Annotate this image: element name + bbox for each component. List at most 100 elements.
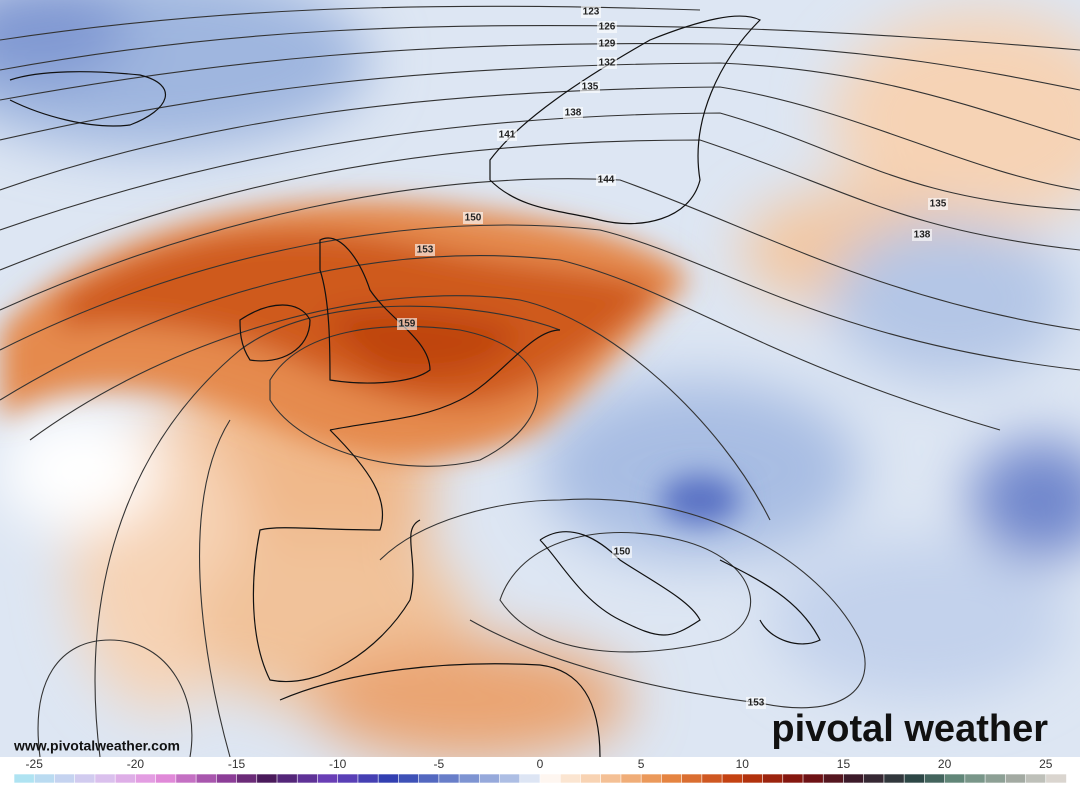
- colorbar-swatch: [721, 773, 744, 784]
- colorbar-swatch: [357, 773, 379, 784]
- colorbar-tick-label: 25: [1039, 757, 1053, 771]
- contour-label: 144: [598, 175, 615, 186]
- colorbar-tick-label: -20: [127, 757, 145, 771]
- colorbar-swatch: [944, 773, 966, 784]
- colorbar-swatch: [317, 773, 339, 784]
- colorbar-swatch: [155, 773, 177, 784]
- colorbar-swatch: [964, 773, 986, 784]
- colorbar-tick-label: 10: [736, 757, 750, 771]
- contour-label: 138: [565, 108, 582, 119]
- colorbar-swatch: [762, 773, 784, 784]
- contour-lines: [0, 5, 1080, 758]
- colorbar-swatch: [236, 773, 258, 784]
- colorbar-swatch: [742, 773, 764, 784]
- colorbar-swatch: [661, 773, 683, 784]
- contour-label-bg: [581, 6, 601, 18]
- colorbar-swatch: [458, 773, 481, 784]
- colorbar-swatch: [479, 773, 501, 784]
- colorbar-swatch: [559, 773, 582, 784]
- colorbar-swatch: [114, 773, 137, 784]
- colorbar-swatch: [195, 773, 218, 784]
- colorbar-swatch: [276, 773, 299, 784]
- logo: pivotal weather: [771, 708, 1048, 750]
- colorbar-swatch: [600, 773, 622, 784]
- colorbar-swatch: [74, 773, 96, 784]
- colorbar-swatch: [135, 773, 157, 784]
- colorbar-swatch: [296, 773, 319, 784]
- colorbar-tick-label: 15: [837, 757, 851, 771]
- colorbar-swatch: [883, 773, 905, 784]
- contour-label: 150: [614, 547, 631, 558]
- contour-label-bg: [563, 107, 583, 119]
- colorbar: -25 -20 -15 -10 -5 0 5 10 15 20 25: [13, 757, 1067, 784]
- contour-label: 129: [599, 39, 616, 50]
- colorbar-swatch: [337, 773, 359, 784]
- contour-label-bg: [596, 174, 616, 186]
- colorbar-swatch: [175, 773, 197, 784]
- colorbar-swatch: [984, 773, 1007, 784]
- colorbar-swatch: [54, 773, 76, 784]
- contour-label-bg: [912, 229, 932, 241]
- contour-label-bg: [597, 38, 617, 50]
- colorbar-swatch: [216, 773, 238, 784]
- contour-label: 141: [499, 130, 516, 141]
- contour-label-bg: [928, 198, 948, 210]
- colorbar-swatch: [519, 773, 541, 784]
- contour-label: 150: [465, 213, 482, 224]
- contour-label-bg: [580, 81, 600, 93]
- contour-label: 153: [417, 245, 434, 256]
- colorbar-swatch: [1045, 773, 1067, 784]
- contour-label: 153: [748, 698, 765, 709]
- contour-label-bg: [597, 21, 617, 33]
- colorbar-tick-label: 5: [638, 757, 645, 771]
- colorbar-swatch: [681, 773, 703, 784]
- colorbar-swatch: [438, 773, 460, 784]
- colorbar-swatch: [863, 773, 885, 784]
- colorbar-swatch: [418, 773, 440, 784]
- colorbar-swatch: [843, 773, 865, 784]
- colorbar-swatch: [701, 773, 723, 784]
- colorbar-swatch: [1005, 773, 1027, 784]
- colorbar-tick-label: 20: [938, 757, 952, 771]
- colorbar-swatch: [782, 773, 804, 784]
- colorbar-tick-label: -5: [434, 757, 445, 771]
- colorbar-swatch: [1025, 773, 1047, 784]
- contour-label: 126: [599, 22, 616, 33]
- colorbar-swatch: [802, 773, 825, 784]
- colorbar-swatch: [256, 773, 278, 784]
- colorbar-swatch: [539, 773, 562, 784]
- colorbar-swatch: [499, 773, 521, 784]
- contour-label-group: 123 126 129 132 135 138 141 144 150 153 159 135 138 1…: [397, 6, 948, 709]
- contour-label: 123: [583, 7, 600, 18]
- contour-label-bg: [746, 697, 766, 709]
- colorbar-tick-label: -25: [26, 757, 44, 771]
- colorbar-tick-label: -10: [329, 757, 347, 771]
- contour-label-bg: [612, 546, 632, 558]
- colorbar-swatch: [13, 773, 36, 784]
- watermark: www.pivotalweather.com: [13, 738, 180, 754]
- colorbar-swatch: [640, 773, 663, 784]
- colorbar-swatch: [580, 773, 602, 784]
- contour-label: 135: [582, 82, 599, 93]
- colorbar-swatch: [620, 773, 642, 784]
- contour-label-bg: [397, 318, 417, 330]
- contour-label: 135: [930, 199, 947, 210]
- colorbar-swatch: [903, 773, 926, 784]
- contour-label-bg: [597, 57, 617, 69]
- colorbar-swatch: [94, 773, 116, 784]
- colorbar-swatch: [398, 773, 420, 784]
- colorbar-tick-label: -15: [228, 757, 246, 771]
- contour-label: 138: [914, 230, 931, 241]
- colorbar-swatch: [377, 773, 400, 784]
- contour-label-bg: [415, 244, 435, 256]
- contour-label-bg: [463, 212, 483, 224]
- contour-label: 159: [399, 319, 416, 330]
- colorbar-swatch: [33, 773, 56, 784]
- temperature-field: [0, 0, 1080, 760]
- colorbar-tick-label: 0: [537, 757, 544, 771]
- colorbar-swatch: [924, 773, 946, 784]
- contour-label-bg: [497, 129, 517, 141]
- contour-label: 132: [599, 58, 616, 69]
- colorbar-swatch: [822, 773, 845, 784]
